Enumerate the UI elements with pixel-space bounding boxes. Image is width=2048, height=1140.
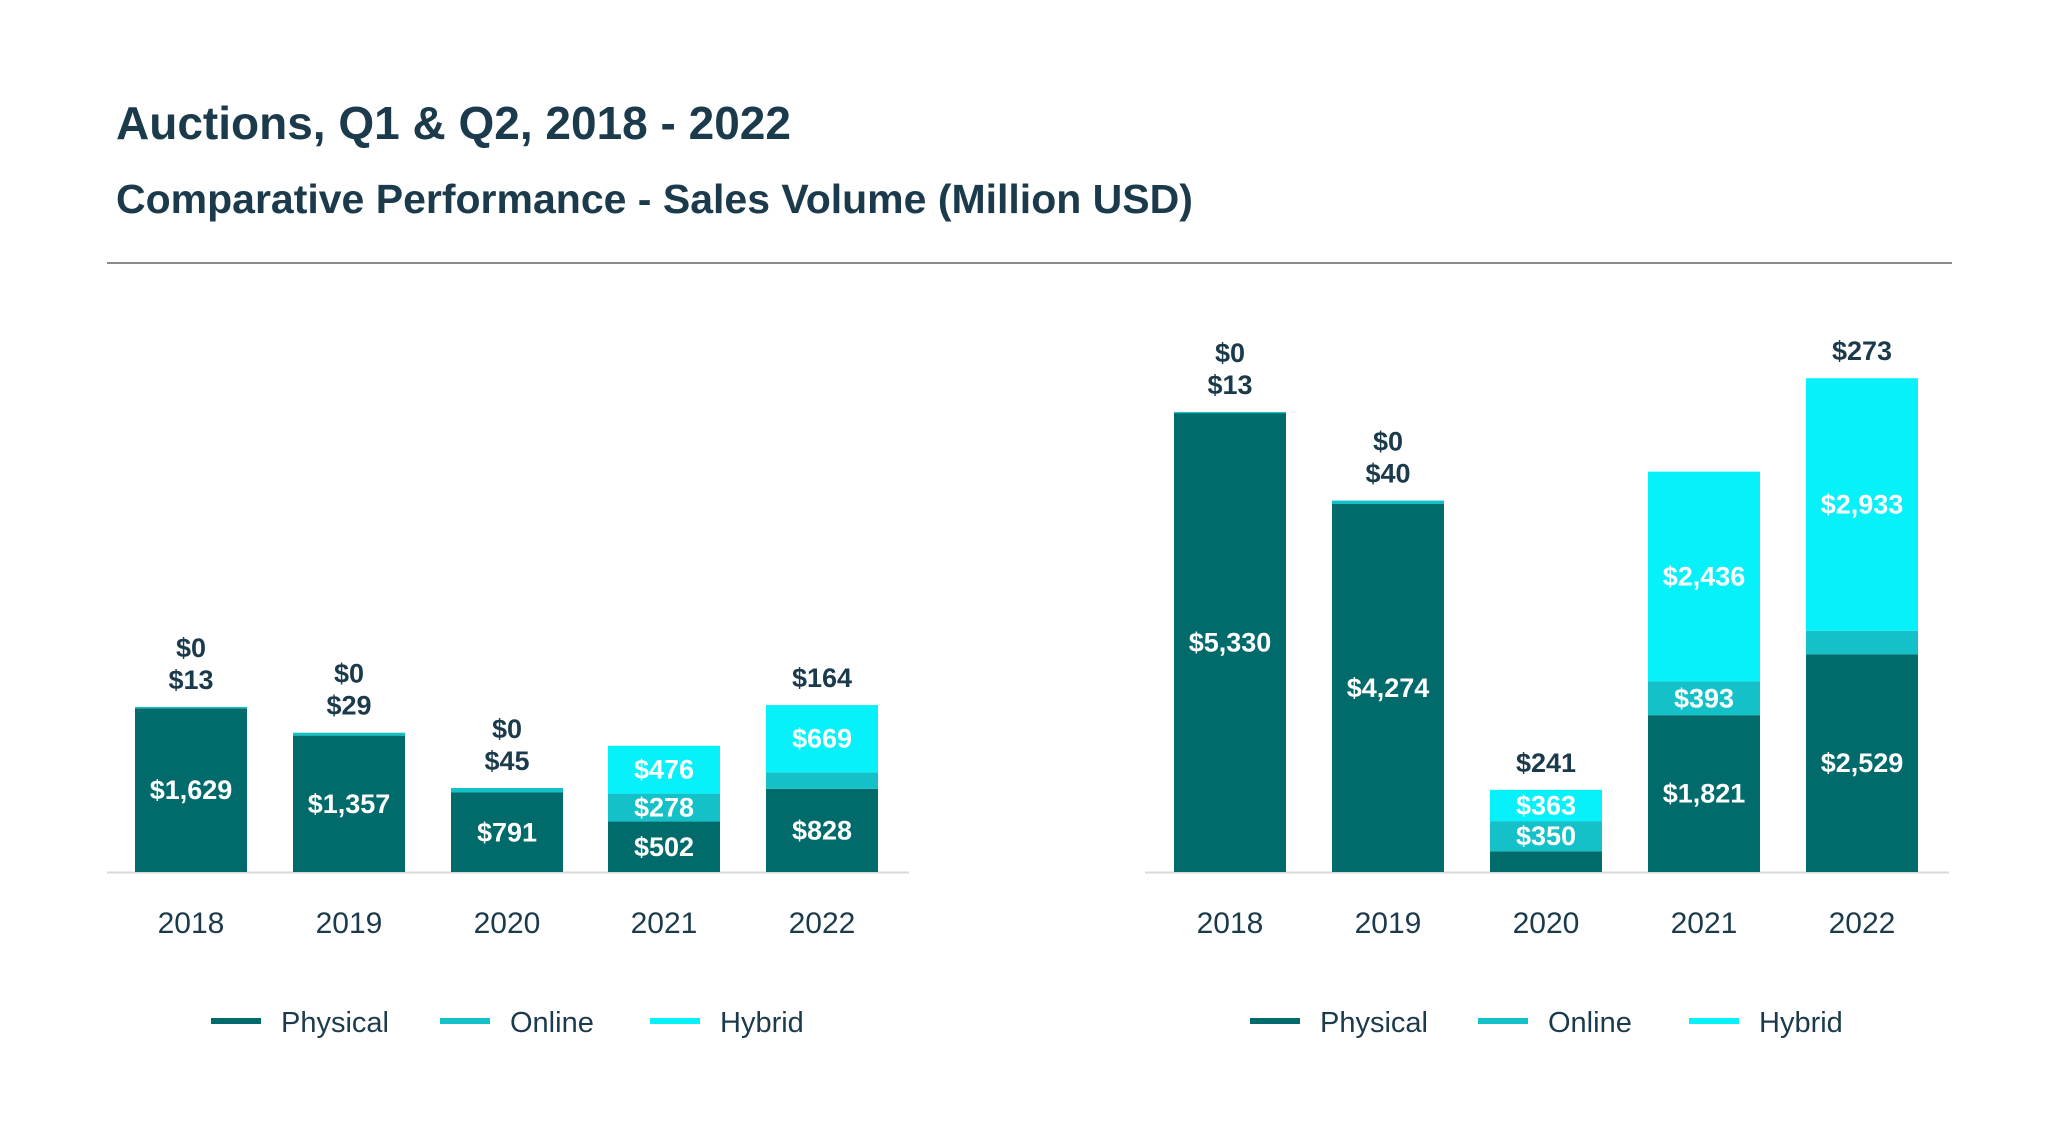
bar-segment-hybrid [1648, 471, 1760, 682]
bar-segment-physical [1332, 504, 1444, 872]
data-label-hybrid: $0 [334, 659, 364, 689]
bar-segment-online [293, 732, 405, 736]
data-label-hybrid: $2,933 [1821, 489, 1904, 519]
x-tick-label: 2021 [1671, 907, 1738, 940]
bar-segment-hybrid [1806, 378, 1918, 631]
bar-segment-physical [608, 821, 720, 872]
data-label-online: $45 [484, 746, 529, 776]
bar-segment-hybrid [766, 705, 878, 773]
data-label-hybrid: $0 [492, 714, 522, 744]
legend-label-online: Online [1548, 1007, 1632, 1039]
data-label-physical: $502 [634, 832, 694, 862]
data-label-online: $278 [634, 793, 694, 823]
bar-segment-online [1806, 630, 1918, 655]
bar-segment-physical [451, 792, 563, 872]
bar-segment-hybrid [608, 745, 720, 794]
data-label-physical: $1,357 [308, 789, 391, 819]
data-label-hybrid: $0 [1373, 427, 1403, 457]
bar-segment-physical [135, 708, 247, 872]
bar-segment-online [451, 787, 563, 793]
data-label-physical: $2,529 [1821, 748, 1904, 778]
data-label-online: $350 [1516, 821, 1576, 851]
bar-segment-physical [1806, 654, 1918, 872]
x-tick-label: 2018 [1197, 907, 1264, 940]
data-label-online: $40 [1365, 459, 1410, 489]
legend-label-hybrid: Hybrid [1759, 1007, 1843, 1039]
bar-segment-online [608, 793, 720, 822]
bar-segment-physical [293, 735, 405, 872]
x-tick-label: 2019 [316, 907, 383, 940]
data-label-hybrid: $476 [634, 755, 694, 785]
x-tick-label: 2022 [789, 907, 856, 940]
x-tick-label: 2020 [1513, 907, 1580, 940]
data-label-physical: $1,629 [150, 775, 233, 805]
page-subtitle: Comparative Performance - Sales Volume (… [116, 176, 1193, 222]
bar-segment-physical [1174, 413, 1286, 872]
data-label-hybrid: $363 [1516, 790, 1576, 820]
legend-label-physical: Physical [281, 1007, 389, 1039]
bar-segment-online [1490, 821, 1602, 852]
legend-label-online: Online [510, 1007, 594, 1039]
data-label-online: $273 [1832, 336, 1892, 366]
page-title: Auctions, Q1 & Q2, 2018 - 2022 [116, 97, 791, 149]
x-tick-label: 2018 [158, 907, 225, 940]
data-label-hybrid: $0 [176, 633, 206, 663]
bar-segment-physical [766, 788, 878, 872]
data-label-physical: $791 [477, 817, 537, 847]
legend-label-physical: Physical [1320, 1007, 1428, 1039]
data-label-online: $164 [792, 663, 852, 693]
data-label-hybrid: $669 [792, 724, 852, 754]
data-label-online: $29 [326, 691, 371, 721]
bar-segment-hybrid [1490, 789, 1602, 822]
bar-segment-online [1648, 681, 1760, 716]
data-label-hybrid: $2,436 [1663, 562, 1746, 592]
bar-segment-online [766, 772, 878, 789]
x-tick-label: 2020 [474, 907, 541, 940]
data-label-physical: $5,330 [1189, 628, 1272, 658]
bar-segment-physical [1648, 715, 1760, 872]
header-divider [107, 262, 1952, 264]
data-label-hybrid: $0 [1215, 338, 1245, 368]
bar-segment-online [135, 706, 247, 709]
x-tick-label: 2022 [1829, 907, 1896, 940]
data-label-physical: $828 [792, 815, 852, 845]
bar-segment-physical [1490, 851, 1602, 872]
data-label-physical: $4,274 [1347, 673, 1430, 703]
data-label-physical: $241 [1516, 748, 1576, 778]
x-tick-label: 2021 [631, 907, 698, 940]
x-tick-label: 2019 [1355, 907, 1422, 940]
bar-segment-online [1332, 500, 1444, 505]
data-label-online: $393 [1674, 683, 1734, 713]
data-label-online: $13 [1207, 370, 1252, 400]
data-label-physical: $1,821 [1663, 779, 1746, 809]
bar-segment-online [1174, 411, 1286, 414]
legend-label-hybrid: Hybrid [720, 1007, 804, 1039]
data-label-online: $13 [168, 665, 213, 695]
